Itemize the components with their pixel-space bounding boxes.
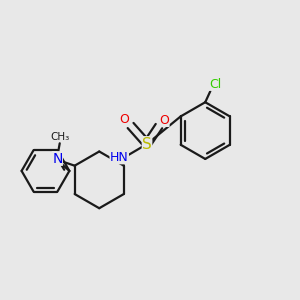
Text: N: N — [52, 152, 62, 166]
Text: CH₃: CH₃ — [51, 132, 70, 142]
Text: O: O — [159, 114, 169, 127]
Text: O: O — [119, 113, 129, 126]
Text: S: S — [142, 136, 152, 152]
Text: Cl: Cl — [209, 77, 221, 91]
Text: HN: HN — [110, 151, 129, 164]
